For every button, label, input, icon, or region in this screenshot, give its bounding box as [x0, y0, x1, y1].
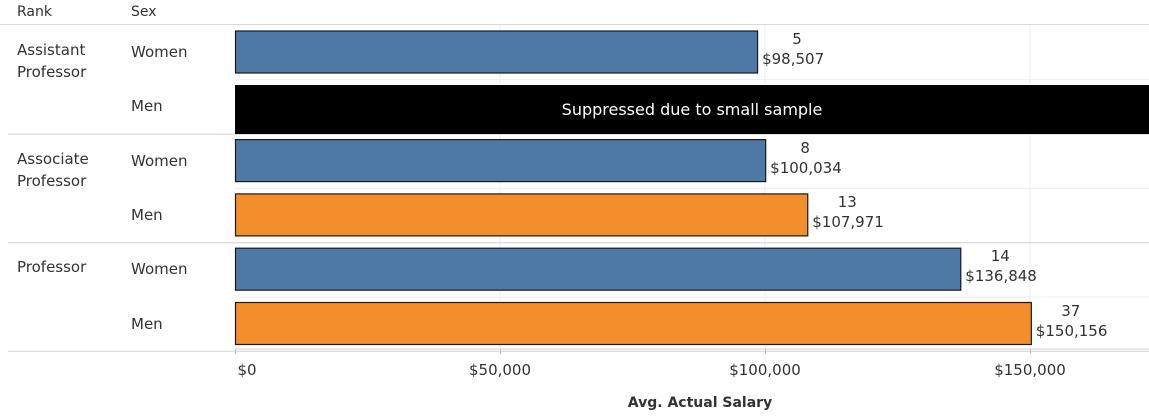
x-tick-label: $150,000 [994, 361, 1066, 379]
sex-label: Men [131, 97, 163, 116]
sex-column-header: Sex [131, 4, 157, 20]
bar-count-label: 5 [792, 30, 802, 48]
rank-label: Professor [17, 258, 87, 277]
bar-count-label: 13 [837, 192, 857, 211]
suppressed-bar: Suppressed due to small sample [235, 85, 1149, 135]
rank-label: Professor [17, 171, 87, 190]
bar-count-label: 14 [990, 247, 1010, 266]
rank-column-header: Rank [17, 4, 52, 20]
sex-label: Men [131, 205, 163, 224]
rank-label: Associate [17, 149, 89, 168]
x-tick-label: $0 [237, 361, 257, 379]
bar-women [234, 139, 767, 183]
bar-value-label: $100,034 [770, 158, 842, 177]
bar-women [234, 247, 962, 291]
bar-women [234, 30, 759, 74]
x-axis-title: Avg. Actual Salary [627, 395, 773, 411]
bar-value-label: $107,971 [812, 212, 884, 231]
sex-label: Women [131, 43, 188, 61]
bar-count-label: 37 [1061, 301, 1081, 320]
x-tick-label: $50,000 [468, 361, 532, 379]
x-tick-label: $100,000 [729, 361, 801, 379]
bar-count-label: 8 [800, 138, 810, 157]
sex-label: Women [131, 151, 188, 170]
rank-label: Assistant [17, 41, 86, 59]
bar-value-label: $136,848 [965, 267, 1037, 286]
rank-label: Professor [17, 63, 87, 81]
bar-men [234, 301, 1032, 346]
sex-label: Men [131, 314, 163, 333]
bar-value-label: $150,156 [1035, 321, 1108, 340]
sex-label: Women [131, 260, 188, 279]
bar-value-label: $98,507 [762, 50, 825, 68]
bar-men [234, 193, 809, 237]
